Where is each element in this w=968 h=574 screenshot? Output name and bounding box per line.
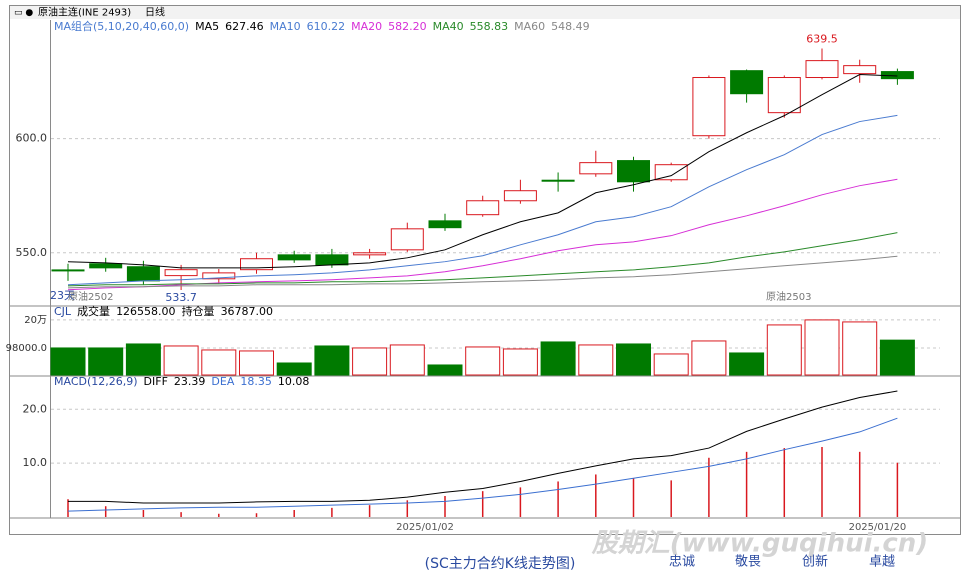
price-annotation: 533.7 [165,291,197,304]
line-series [67,417,898,512]
volume-bar [427,364,463,376]
candle-body [202,272,236,280]
legend-text: 126558.00 [116,305,176,318]
candle-body [654,164,688,181]
candle-body [466,200,500,216]
y-tick-label: 20万 [24,315,47,326]
legend-text: 持仓量 [182,304,215,318]
legend-text: MA10 [270,20,301,33]
legend-text: 582.20 [388,20,427,33]
watermark: 股期汇(www.guqihui.cn) [591,529,928,559]
price-annotation: 639.5 [806,33,838,46]
volume-bar [125,343,161,376]
toolbar-icon: ▭ ● [14,8,33,18]
slogan-word: 卓越 [869,555,895,570]
line-series [67,232,898,287]
symbol-name[interactable]: 原油主连(INE 2493) [38,6,131,19]
note: 23天 [50,289,75,302]
candle-body [692,77,726,137]
caption: (SC主力合约K线走势图) [425,556,576,572]
volume-bar [314,345,350,376]
line-series [67,114,898,286]
volume-bar [465,346,501,376]
legend-text: 10.08 [278,375,310,388]
legend-text: MA60 [514,20,545,33]
legend-text: 627.46 [225,20,264,33]
legend-text: DIFF [144,375,168,388]
candle-body [767,77,801,114]
candle-body [503,190,537,202]
candle-body [277,254,311,261]
candle-body [164,269,198,277]
slogan-word: 忠诚 [669,555,695,570]
candle-body [617,160,650,183]
line-series [68,390,898,504]
volume-bar [653,353,689,376]
candle-body [126,266,160,282]
contract-label: 原油2502 [68,290,113,303]
slogan-word: 创新 [802,554,828,570]
candle-body [353,252,387,256]
volume-bar [50,347,86,376]
volume-bar [540,341,576,376]
x-tick-label: 2025/01/02 [396,522,454,533]
candle-body [541,179,575,182]
volume-bar [502,348,538,376]
legend-text: 23.39 [174,375,206,388]
legend-text: 610.22 [307,20,346,33]
volume-bar [879,339,915,376]
candle-body [805,60,839,79]
legend-text: 18.35 [240,375,272,388]
volume-bar [578,344,614,376]
candle-body [730,70,764,95]
candle-body [428,220,462,229]
volume-bar [239,350,274,376]
volume-bar [616,343,651,376]
legend-text: MACD(12,26,9) [54,375,138,388]
y-tick-label: 550.0 [16,246,48,259]
slogan-word: 敬畏 [735,554,761,570]
period[interactable]: 日线 [145,6,165,19]
legend-text: DEA [211,375,234,388]
legend-text: 548.49 [551,20,590,33]
legend-text: MA40 [433,20,464,33]
candle-body [315,254,349,266]
legend-text: 558.83 [470,20,509,33]
contract-label: 原油2503 [766,290,811,303]
volume-bar [88,347,124,376]
volume-bar [276,362,312,376]
volume-bar [352,347,388,376]
y-tick-label: 20.0 [23,402,48,415]
volume-bar [766,324,802,376]
y-tick-label: 98000.0 [6,343,47,354]
y-tick-label: 600.0 [16,132,48,145]
x-tick-label: 2025/01/20 [849,522,907,533]
line-series [67,74,898,269]
candle-body [843,65,877,75]
legend-text: 36787.00 [221,305,274,318]
volume-bar [389,344,425,376]
volume-bar [842,321,878,376]
legend-text: MA5 [195,20,219,33]
volume-bar [201,349,237,376]
legend-text: CJL [54,305,72,318]
candle-body [89,263,123,269]
legend-text: MA20 [351,20,382,33]
volume-bar [691,340,727,376]
toolbar [10,6,960,19]
volume-bar [729,352,765,376]
volume-bar [804,319,840,376]
candle-body [240,258,273,271]
volume-bar [163,345,199,376]
candle-body [51,269,85,272]
candle-body [579,162,613,175]
y-tick-label: 10.0 [23,456,48,469]
candle-body [390,228,424,251]
line-series [67,255,898,289]
legend-text: MA组合(5,10,20,40,60,0) [54,19,189,33]
legend-text: 成交量 [77,304,110,318]
